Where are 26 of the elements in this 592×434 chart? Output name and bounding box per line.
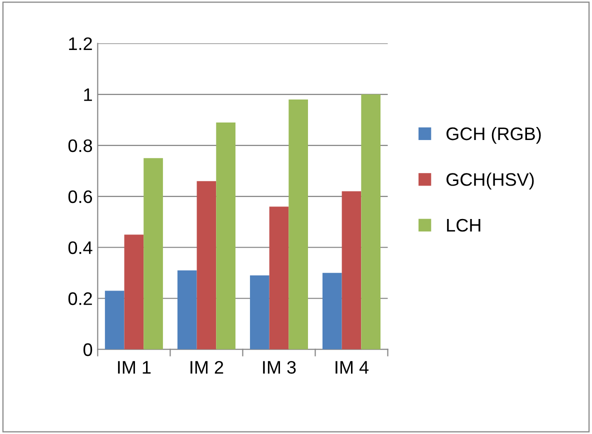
bar bbox=[144, 158, 163, 350]
x-tick-label: IM 1 bbox=[118, 361, 151, 374]
bar bbox=[342, 191, 362, 350]
y-tick-label: 1 bbox=[84, 88, 92, 101]
bar bbox=[361, 94, 381, 350]
x-tick-label: IM 2 bbox=[190, 360, 224, 374]
x-tick-label: IM 3 bbox=[263, 360, 296, 374]
bar bbox=[177, 270, 197, 350]
bar bbox=[104, 290, 124, 350]
y-tick-label: 1.2 bbox=[69, 37, 92, 50]
bar bbox=[124, 234, 144, 350]
bar bbox=[269, 206, 289, 350]
y-tick-label: 0.6 bbox=[68, 190, 92, 204]
x-tick-label: IM 4 bbox=[336, 361, 369, 374]
y-tick-label: 0.2 bbox=[68, 292, 92, 306]
legend-label: GCH(HSV) bbox=[446, 172, 534, 190]
y-tick-label: 0 bbox=[83, 343, 92, 356]
y-tick-label: 0.8 bbox=[68, 139, 92, 152]
bar bbox=[216, 122, 236, 350]
legend-label: LCH bbox=[447, 218, 480, 232]
legend-label: GCH (RGB) bbox=[446, 126, 541, 144]
bar bbox=[288, 99, 308, 350]
bar bbox=[250, 275, 270, 350]
y-tick-label: 0.4 bbox=[68, 241, 92, 254]
bar bbox=[196, 181, 216, 350]
bar bbox=[322, 272, 342, 350]
